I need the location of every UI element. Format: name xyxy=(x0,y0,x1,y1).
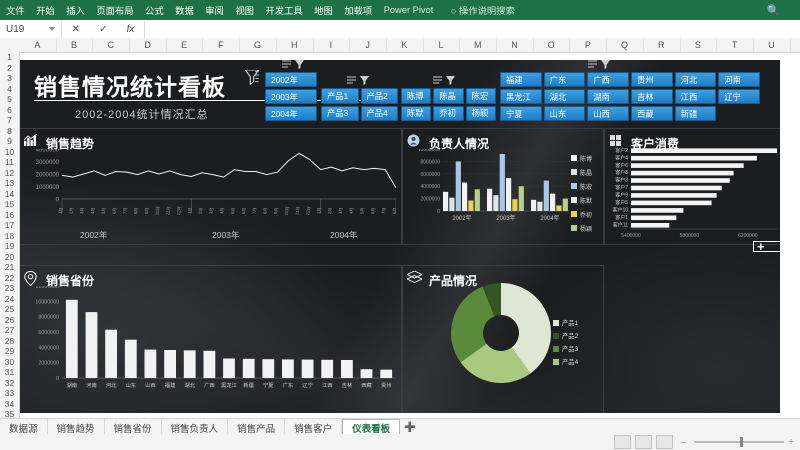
svg-text:客户6: 客户6 xyxy=(615,162,628,169)
svg-text:1月: 1月 xyxy=(57,207,64,215)
svg-text:4000000: 4000000 xyxy=(38,345,59,351)
svg-text:山东: 山东 xyxy=(125,381,136,389)
svg-text:3月: 3月 xyxy=(79,207,86,215)
svg-text:12000000: 12000000 xyxy=(36,286,59,290)
svg-text:8月: 8月 xyxy=(133,207,140,215)
svg-text:12月: 12月 xyxy=(305,206,312,216)
svg-text:5800000: 5800000 xyxy=(680,233,700,239)
svg-text:9月: 9月 xyxy=(144,207,151,215)
svg-text:11月: 11月 xyxy=(165,206,172,216)
svg-text:4月: 4月 xyxy=(219,207,226,215)
svg-text:6000000: 6000000 xyxy=(38,330,59,336)
svg-text:10000000: 10000000 xyxy=(36,299,59,305)
svg-text:客户3: 客户3 xyxy=(615,177,628,184)
svg-text:4000000: 4000000 xyxy=(36,149,60,154)
svg-text:2002年: 2002年 xyxy=(452,214,471,222)
svg-text:3000000: 3000000 xyxy=(36,160,60,166)
svg-text:8月: 8月 xyxy=(391,207,396,215)
svg-text:11月: 11月 xyxy=(294,206,301,216)
svg-text:4月: 4月 xyxy=(90,207,97,215)
svg-text:3月: 3月 xyxy=(338,207,345,215)
svg-text:客户7: 客户7 xyxy=(615,184,628,191)
svg-text:4月: 4月 xyxy=(348,207,355,215)
svg-text:广东: 广东 xyxy=(283,381,294,389)
svg-text:1000000: 1000000 xyxy=(36,185,60,191)
svg-text:8000000: 8000000 xyxy=(421,159,441,165)
svg-text:10月: 10月 xyxy=(284,206,291,216)
svg-text:黑龙江: 黑龙江 xyxy=(221,381,238,389)
svg-text:6月: 6月 xyxy=(111,207,118,215)
svg-text:贵州: 贵州 xyxy=(381,381,392,389)
svg-text:客户4: 客户4 xyxy=(615,154,628,161)
svg-text:6200000: 6200000 xyxy=(738,233,758,239)
svg-text:8000000: 8000000 xyxy=(38,315,59,321)
svg-text:1月: 1月 xyxy=(316,207,323,215)
svg-text:7月: 7月 xyxy=(251,207,258,215)
svg-text:0: 0 xyxy=(437,209,440,215)
svg-text:4000000: 4000000 xyxy=(421,184,441,190)
svg-text:宁夏: 宁夏 xyxy=(263,381,274,389)
svg-text:2003年: 2003年 xyxy=(496,214,515,222)
svg-text:2000000: 2000000 xyxy=(38,361,59,367)
svg-text:10000000: 10000000 xyxy=(419,149,440,153)
svg-text:7月: 7月 xyxy=(381,207,388,215)
svg-text:5月: 5月 xyxy=(101,207,108,215)
svg-text:客户1: 客户1 xyxy=(615,214,628,221)
svg-text:0: 0 xyxy=(56,376,59,382)
svg-text:河北: 河北 xyxy=(106,381,117,389)
svg-text:5月: 5月 xyxy=(359,207,366,215)
svg-text:2000000: 2000000 xyxy=(421,197,441,203)
svg-text:客户11: 客户11 xyxy=(613,221,628,228)
svg-text:吉林: 吉林 xyxy=(342,381,353,389)
svg-text:客户9: 客户9 xyxy=(615,192,628,199)
svg-text:6月: 6月 xyxy=(241,207,248,215)
svg-text:6000000: 6000000 xyxy=(421,172,441,178)
svg-text:1月: 1月 xyxy=(187,207,194,215)
svg-text:广西: 广西 xyxy=(204,381,215,389)
svg-text:江西: 江西 xyxy=(322,382,333,389)
svg-text:客户10: 客户10 xyxy=(612,207,628,214)
svg-text:山西: 山西 xyxy=(145,381,156,389)
svg-text:辽宁: 辽宁 xyxy=(302,381,313,389)
svg-text:9月: 9月 xyxy=(273,207,280,215)
svg-text:5月: 5月 xyxy=(230,207,237,215)
svg-text:2月: 2月 xyxy=(327,207,334,215)
svg-text:12月: 12月 xyxy=(176,206,183,216)
svg-text:6月: 6月 xyxy=(370,207,377,215)
svg-text:0: 0 xyxy=(56,198,60,204)
svg-text:2月: 2月 xyxy=(198,207,205,215)
svg-text:客户8: 客户8 xyxy=(615,169,628,176)
svg-text:西藏: 西藏 xyxy=(361,381,372,389)
svg-text:福建: 福建 xyxy=(165,381,176,389)
svg-text:2004年: 2004年 xyxy=(540,214,559,222)
svg-text:客户2: 客户2 xyxy=(615,147,628,154)
svg-text:河南: 河南 xyxy=(86,381,97,389)
svg-text:5400000: 5400000 xyxy=(621,233,641,239)
svg-text:3月: 3月 xyxy=(208,207,215,215)
svg-text:湖北: 湖北 xyxy=(184,381,195,389)
svg-text:客户5: 客户5 xyxy=(615,199,628,206)
svg-text:7月: 7月 xyxy=(122,207,129,215)
svg-text:2月: 2月 xyxy=(68,207,75,215)
svg-text:新疆: 新疆 xyxy=(243,381,254,389)
svg-text:8月: 8月 xyxy=(262,207,269,215)
svg-text:2000000: 2000000 xyxy=(36,173,60,179)
svg-text:湖南: 湖南 xyxy=(66,381,77,389)
svg-text:10月: 10月 xyxy=(154,206,161,216)
